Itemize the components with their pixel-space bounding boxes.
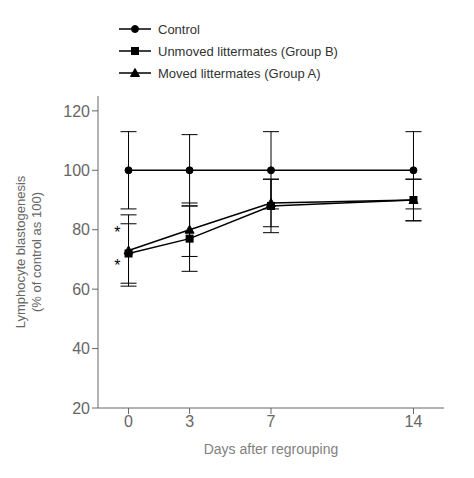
svg-text:60: 60 bbox=[72, 281, 90, 298]
svg-text:7: 7 bbox=[267, 413, 276, 430]
svg-text:80: 80 bbox=[72, 221, 90, 238]
svg-text:0: 0 bbox=[124, 413, 133, 430]
svg-text:120: 120 bbox=[63, 103, 90, 120]
html-text:Control: Control bbox=[158, 21, 200, 37]
svg-text:Days after regrouping: Days after regrouping bbox=[204, 441, 339, 457]
svg-text:40: 40 bbox=[72, 340, 90, 357]
svg-text:*: * bbox=[114, 224, 120, 241]
svg-text:100: 100 bbox=[63, 162, 90, 179]
svg-text:14: 14 bbox=[405, 413, 423, 430]
svg-text:3: 3 bbox=[185, 413, 194, 430]
svg-text:*: * bbox=[114, 257, 120, 274]
html-text:Moved littermates (Group A): Moved littermates (Group A) bbox=[158, 65, 321, 81]
svg-text:Lymphocyte blastogenesis(% of: Lymphocyte blastogenesis(% of control as… bbox=[14, 175, 45, 328]
svg-text:20: 20 bbox=[72, 400, 90, 417]
html-text:Unmoved littermates (Group B): Unmoved littermates (Group B) bbox=[158, 43, 338, 59]
